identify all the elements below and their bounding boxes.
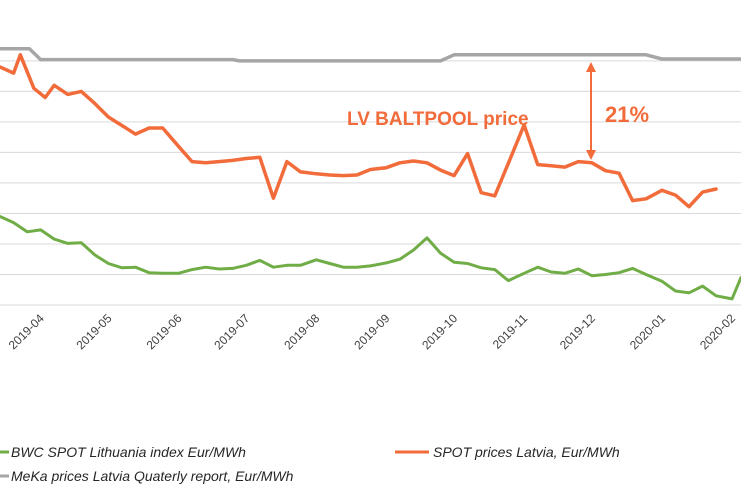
series-line-spot-latvia [0, 53, 718, 209]
x-tick-label: 2019-12 [557, 311, 598, 352]
legend-label-meka: MeKa prices Latvia Quaterly report, Eur/… [11, 468, 294, 484]
x-axis-tick-labels: 2019-04 2019-05 2019-06 2019-07 2019-08 2019-… [6, 311, 739, 352]
series-line-bwc-lithuania [0, 215, 741, 301]
x-tick-label: 2019-08 [281, 311, 322, 352]
annotation-baltpool-label: LV BALTPOOL price [347, 109, 529, 130]
x-tick-label: 2019-04 [6, 311, 47, 352]
difference-arrow-head-down [586, 150, 596, 160]
series-line-meka-latvia [0, 46, 741, 63]
x-tick-label: 2019-10 [419, 311, 460, 352]
difference-arrow-head-up [586, 62, 596, 72]
annotation-difference-percent: 21% [605, 102, 649, 127]
legend-label-spot-latvia: SPOT prices Latvia, Eur/MWh [433, 444, 620, 460]
x-tick-label: 2019-06 [144, 311, 185, 352]
x-tick-label: 2019-09 [351, 311, 392, 352]
legend-label-bwc: BWC SPOT Lithuania index Eur/MWh [11, 444, 246, 460]
x-tick-label: 2019-05 [74, 311, 115, 352]
annotations: LV BALTPOOL price 21% [347, 62, 649, 160]
legend: BWC SPOT Lithuania index Eur/MWh SPOT pr… [0, 444, 620, 484]
x-tick-label: 2019-07 [211, 311, 252, 352]
x-tick-label: 2020-02 [697, 311, 738, 352]
difference-arrow [586, 62, 596, 160]
series-lines [0, 46, 741, 301]
x-tick-label: 2020-01 [627, 311, 668, 352]
x-tick-label: 2019-11 [490, 311, 531, 352]
